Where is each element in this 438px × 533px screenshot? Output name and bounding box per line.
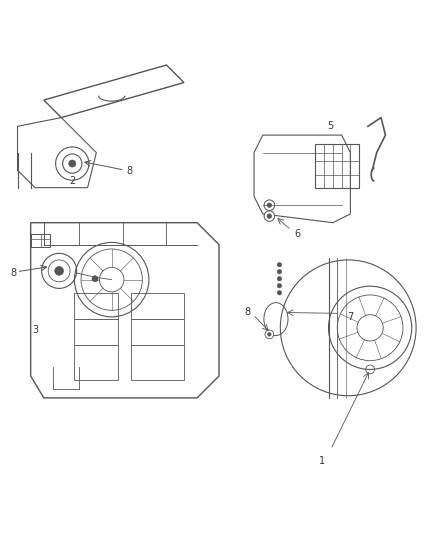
FancyBboxPatch shape (131, 319, 184, 345)
Circle shape (264, 211, 275, 221)
Circle shape (55, 266, 64, 275)
Text: 1: 1 (319, 456, 325, 466)
Circle shape (92, 276, 98, 282)
FancyBboxPatch shape (131, 345, 184, 381)
Circle shape (277, 290, 282, 295)
Circle shape (267, 203, 272, 207)
Text: 7: 7 (347, 312, 353, 322)
FancyBboxPatch shape (131, 293, 184, 319)
Circle shape (267, 214, 272, 219)
Text: 8: 8 (10, 268, 16, 278)
FancyBboxPatch shape (74, 293, 118, 319)
FancyBboxPatch shape (74, 319, 118, 345)
Circle shape (69, 160, 76, 167)
Circle shape (277, 277, 282, 281)
Circle shape (277, 270, 282, 274)
FancyBboxPatch shape (74, 345, 118, 381)
Circle shape (277, 284, 282, 288)
Text: 8: 8 (244, 308, 251, 318)
Text: 2: 2 (69, 176, 75, 186)
Circle shape (277, 263, 282, 267)
Ellipse shape (264, 303, 288, 335)
Text: 6: 6 (295, 229, 301, 239)
Text: 3: 3 (32, 325, 38, 335)
Circle shape (268, 333, 271, 336)
Text: 8: 8 (126, 166, 132, 176)
Circle shape (265, 330, 274, 339)
Text: 5: 5 (328, 122, 334, 131)
